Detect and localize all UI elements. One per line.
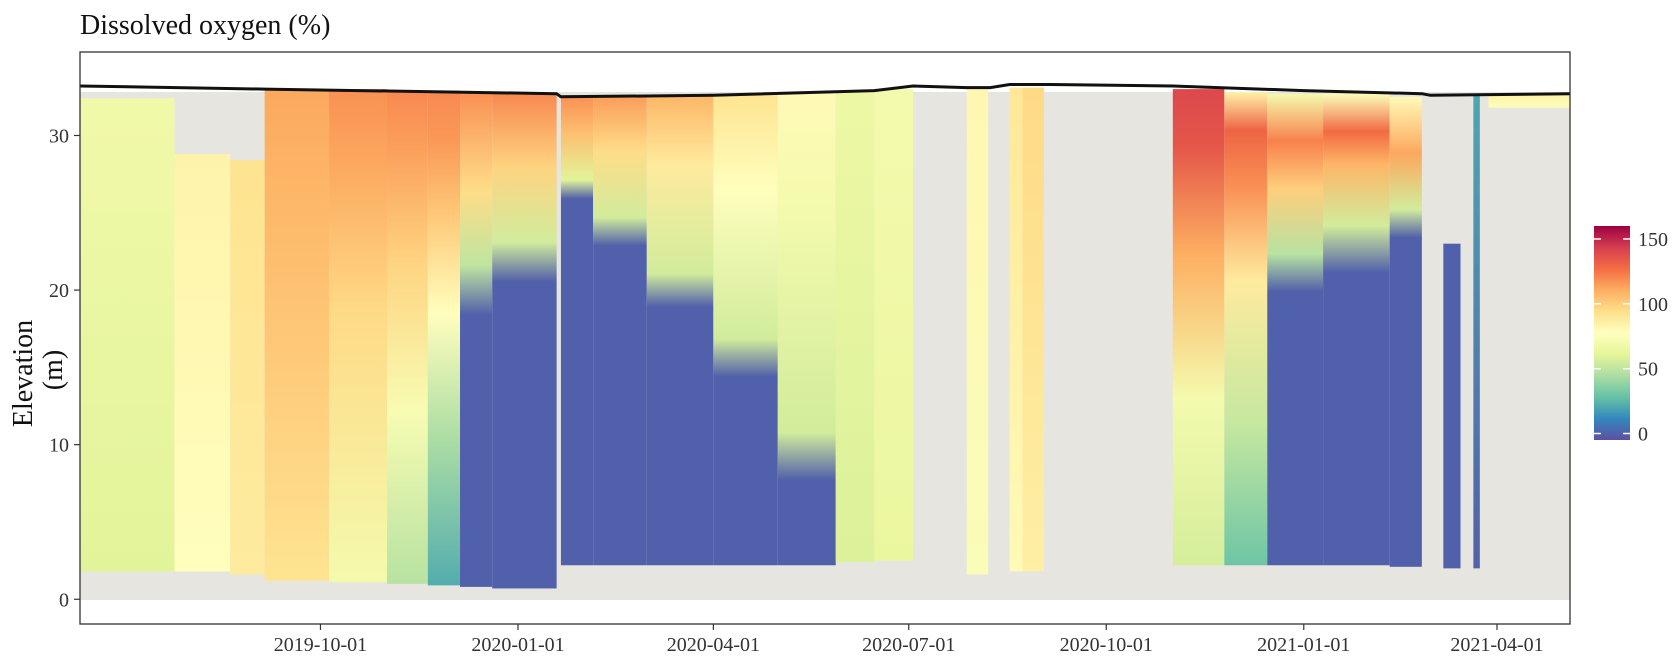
colorbar-tick-label: 50	[1638, 359, 1658, 381]
heatmap-cell	[777, 92, 836, 566]
y-tick-label: 30	[49, 125, 69, 147]
heatmap-cell	[560, 95, 594, 566]
heatmap-cell	[593, 95, 647, 566]
x-tick-label: 2021-01-01	[1257, 634, 1350, 653]
colorbar-tick-label: 150	[1638, 229, 1668, 251]
heatmap-cell	[1389, 96, 1422, 567]
heatmap-cell	[1443, 243, 1461, 569]
heatmap-cell	[646, 95, 714, 566]
heatmap-cell	[1267, 93, 1324, 566]
x-tick-label: 2020-07-01	[862, 634, 955, 653]
y-axis: 0 10 20 30	[49, 125, 80, 611]
plot-border	[79, 51, 1571, 625]
y-axis-label-line-1: Elevation	[8, 320, 39, 427]
x-axis: 2019-10-01 2020-01-01 2020-04-01 2020-07-01…	[274, 624, 1544, 656]
x-tick-label: 2019-10-01	[274, 634, 367, 653]
x-tick-label: 2020-01-01	[471, 634, 564, 653]
colorbar	[1594, 226, 1630, 440]
y-axis-label-line-2: (m)	[38, 350, 69, 390]
y-tick-label: 20	[49, 280, 69, 302]
heatmap-cell	[80, 98, 175, 572]
heatmap-cell	[835, 90, 875, 563]
y-axis-label: Elevation (m)	[8, 313, 69, 427]
heatmap-cell	[387, 90, 428, 584]
heatmap-cell	[427, 90, 461, 586]
heatmap-cell	[460, 92, 493, 587]
chart-title: Dissolved oxygen (%)	[80, 10, 330, 41]
heatmap-cell	[874, 89, 914, 561]
heatmap-cell	[1224, 92, 1268, 566]
heatmap-cell	[966, 89, 989, 575]
heatmap-cells	[80, 87, 1570, 589]
colorbar-legend: 0 50 100 150	[1594, 226, 1668, 446]
heatmap-cell	[230, 160, 265, 575]
x-tick-label: 2021-04-01	[1450, 634, 1543, 653]
x-tick-label: 2020-10-01	[1060, 634, 1153, 653]
y-tick-label: 0	[59, 589, 69, 611]
heatmap-cell	[174, 154, 231, 572]
x-tick-label: 2020-04-01	[667, 634, 760, 653]
heatmap-cell	[329, 89, 388, 583]
surface-line	[79, 83, 1571, 99]
heatmap-cell	[1172, 89, 1225, 566]
colorbar-tick-label: 0	[1638, 424, 1648, 446]
heatmap-cell	[1473, 95, 1480, 569]
heatmap-cell	[1022, 87, 1044, 572]
heatmap-cell	[492, 93, 557, 589]
heatmap-cell	[1488, 93, 1570, 108]
y-tick-label: 10	[49, 435, 69, 457]
heatmap-cell	[264, 89, 330, 581]
heatmap-cell	[1009, 87, 1023, 572]
heatmap-cell	[1323, 93, 1390, 566]
heatmap-cell	[713, 93, 778, 566]
colorbar-tick-label: 100	[1638, 294, 1668, 316]
